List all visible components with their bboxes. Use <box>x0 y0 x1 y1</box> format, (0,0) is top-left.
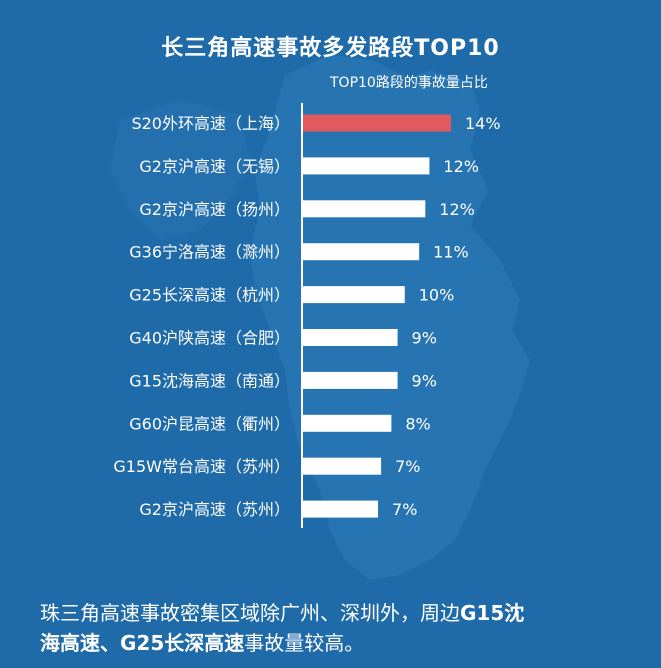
footer-bold-2: 海高速、G25长深高速 <box>40 631 245 655</box>
bar <box>303 371 398 389</box>
bar <box>303 286 405 304</box>
category-label: G40沪陕高速（合肥） <box>129 329 290 348</box>
chart-title: 长三角高速事故多发路段TOP10 <box>161 36 500 61</box>
bar <box>303 500 379 518</box>
value-label: 12% <box>439 200 475 219</box>
value-label: 12% <box>443 157 479 176</box>
bar <box>303 329 398 346</box>
footer-text-1: 珠三角高速事故密集区域除广州、深圳外，周边 <box>40 601 460 625</box>
value-label: 11% <box>433 243 469 262</box>
category-label: G15沈海高速（南通） <box>129 371 290 390</box>
bar <box>303 200 426 218</box>
category-label: G60沪昆高速（衢州） <box>129 414 290 433</box>
bar <box>303 414 392 432</box>
value-label: 14% <box>465 114 501 133</box>
category-label: G2京沪高速（无锡） <box>139 157 290 176</box>
category-label: G15W常台高速（苏州） <box>113 457 290 476</box>
value-label: 7% <box>395 457 420 476</box>
bar <box>303 457 382 475</box>
category-label: S20外环高速（上海） <box>131 114 290 133</box>
footer-bold-1: G15沈 <box>460 601 525 625</box>
bar <box>303 114 451 132</box>
value-label: 7% <box>392 500 417 519</box>
category-label: G25长深高速（杭州） <box>129 286 290 305</box>
footer-text-2: 事故量较高。 <box>244 631 365 655</box>
footer-note: 珠三角高速事故密集区域除广州、深圳外，周边G15沈海高速、G25长深高速事故量较… <box>40 598 640 658</box>
category-label: G2京沪高速（苏州） <box>139 500 290 519</box>
bar <box>303 157 430 175</box>
bar <box>303 243 420 261</box>
value-label: 9% <box>412 329 437 348</box>
category-label: G36宁洛高速（滁州） <box>129 243 290 262</box>
value-label: 10% <box>419 286 455 305</box>
chart-subtitle: TOP10路段的事故量占比 <box>330 75 488 91</box>
category-label: G2京沪高速（扬州） <box>139 200 290 219</box>
value-label: 8% <box>405 414 430 433</box>
value-label: 9% <box>412 371 437 390</box>
